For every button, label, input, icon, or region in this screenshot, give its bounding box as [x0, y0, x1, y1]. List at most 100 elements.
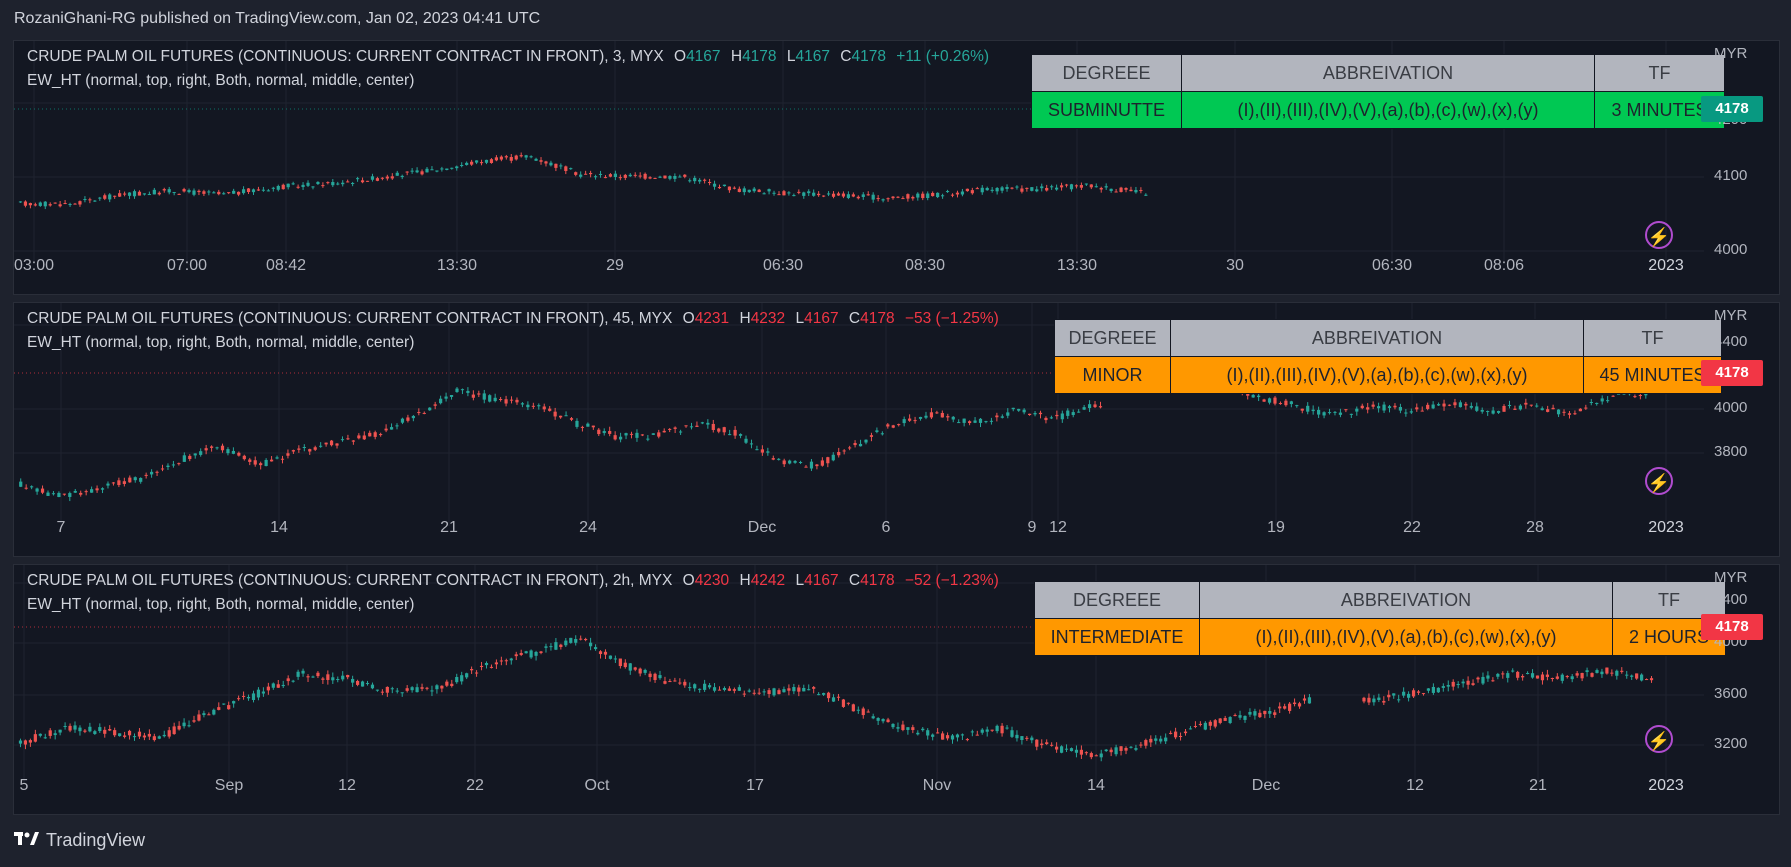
- indicator-line[interactable]: EW_HT (normal, top, right, Both, normal,…: [27, 72, 415, 89]
- candle-body: [1248, 711, 1252, 715]
- candle-body: [1458, 402, 1463, 408]
- candle-body: [1436, 404, 1441, 406]
- candle-body: [38, 202, 42, 206]
- candle-body: [727, 186, 732, 191]
- ohlc-close: 4178: [851, 48, 886, 65]
- symbol-title[interactable]: CRUDE PALM OIL FUTURES (CONTINUOUS: CURR…: [27, 572, 673, 589]
- candle-body: [732, 689, 736, 691]
- candle-body: [341, 675, 345, 680]
- tradingview-logo-text: TradingView: [46, 830, 146, 850]
- candle-body: [331, 182, 335, 186]
- candle-body: [1436, 687, 1440, 693]
- candle-body: [1292, 702, 1297, 705]
- candle-body: [127, 730, 132, 736]
- candle-body: [171, 464, 176, 466]
- candle-body: [1404, 412, 1408, 414]
- candle-body: [820, 460, 824, 466]
- candle-body: [357, 435, 361, 439]
- candle-body: [871, 716, 875, 719]
- x-axis-label: Oct: [584, 777, 610, 794]
- lightning-icon[interactable]: ⚡: [1645, 725, 1673, 753]
- x-axis-label: 06:30: [762, 257, 804, 274]
- candle-body: [375, 178, 380, 181]
- candle-body: [553, 411, 557, 417]
- candle-body: [1584, 407, 1588, 409]
- candle-body: [1585, 670, 1589, 673]
- candle-body: [960, 734, 965, 736]
- candle-body: [722, 427, 726, 433]
- candle-body: [1015, 186, 1019, 188]
- candle-body: [1556, 409, 1561, 415]
- candle-body: [618, 177, 622, 179]
- candle-body: [515, 399, 519, 403]
- chart-pane-3[interactable]: CRUDE PALM OIL FUTURES (CONTINUOUS: CURR…: [13, 564, 1780, 815]
- candle-body: [537, 405, 541, 407]
- table-header-row: DEGREEE ABBREIVATION TF: [1034, 581, 1726, 619]
- candle-body: [346, 674, 350, 678]
- candle-body: [733, 429, 737, 436]
- candle-body: [822, 693, 826, 695]
- candle-body: [822, 195, 826, 197]
- candle-body: [1524, 402, 1528, 405]
- candle-body: [598, 651, 603, 655]
- lightning-icon[interactable]: ⚡: [1645, 221, 1673, 249]
- candle-body: [990, 729, 994, 731]
- candle-body: [1208, 721, 1212, 726]
- wave-degree-table: DEGREEE ABBREIVATION TF SUBMINUTTE (I),(II),…: [1031, 54, 1725, 129]
- candle-body: [355, 178, 360, 180]
- candle-body: [767, 189, 771, 192]
- candle-body: [465, 673, 469, 678]
- ohlc-low: 4167: [804, 572, 839, 589]
- candle-body: [524, 651, 528, 654]
- candle-body: [1169, 732, 1173, 734]
- candle-body: [40, 488, 45, 493]
- candle-body: [30, 486, 34, 488]
- candle-body: [433, 404, 437, 406]
- candle-body: [1615, 670, 1619, 676]
- candle-body: [1035, 739, 1039, 747]
- candle-body: [564, 415, 568, 417]
- candle-body: [430, 690, 434, 692]
- candle-body: [1372, 698, 1376, 703]
- candle-body: [1491, 410, 1495, 414]
- publish-header: RozaniGhani-RG published on TradingView.…: [14, 10, 541, 27]
- lightning-icon[interactable]: ⚡: [1645, 467, 1673, 495]
- candle-body: [365, 683, 370, 685]
- chart-pane-2[interactable]: CRUDE PALM OIL FUTURES (CONTINUOUS: CURR…: [13, 302, 1780, 557]
- candle-body: [93, 731, 97, 734]
- candle-body: [970, 731, 974, 733]
- candle-body: [940, 195, 945, 197]
- candle-body: [1407, 693, 1411, 698]
- symbol-title[interactable]: CRUDE PALM OIL FUTURES (CONTINUOUS: CURR…: [27, 310, 673, 327]
- indicator-line[interactable]: EW_HT (normal, top, right, Both, normal,…: [27, 334, 415, 351]
- candle-body: [450, 683, 454, 687]
- candle-body: [157, 192, 161, 195]
- currency-label: MYR: [1714, 569, 1748, 586]
- candle-body: [1367, 697, 1371, 703]
- candle-body: [90, 489, 94, 493]
- candle-body: [406, 417, 410, 421]
- candle-body: [529, 650, 533, 658]
- candle-body: [678, 431, 683, 433]
- symbol-title[interactable]: CRUDE PALM OIL FUTURES (CONTINUOUS: CURR…: [27, 48, 664, 65]
- chart-pane-1[interactable]: CRUDE PALM OIL FUTURES (CONTINUOUS: CURR…: [13, 40, 1780, 295]
- candle-body: [227, 192, 231, 194]
- candle-body: [197, 714, 201, 721]
- last-price-badge: 4178: [1701, 614, 1763, 640]
- candle-body: [78, 727, 82, 732]
- candle-body: [831, 454, 835, 461]
- candle-body: [1035, 189, 1039, 192]
- candle-body: [1545, 674, 1550, 677]
- candle-body: [593, 176, 598, 178]
- tradingview-footer[interactable]: TradingView: [14, 830, 145, 851]
- candle-body: [688, 687, 692, 689]
- x-axis-label: 06:30: [1371, 257, 1413, 274]
- candle-body: [866, 711, 870, 713]
- candle-body: [494, 662, 499, 665]
- candle-body: [132, 191, 137, 197]
- indicator-line[interactable]: EW_HT (normal, top, right, Both, normal,…: [27, 596, 415, 613]
- candle-body: [1159, 738, 1163, 742]
- candle-body: [584, 638, 588, 641]
- candle-body: [1050, 744, 1054, 746]
- candle-body: [807, 191, 811, 194]
